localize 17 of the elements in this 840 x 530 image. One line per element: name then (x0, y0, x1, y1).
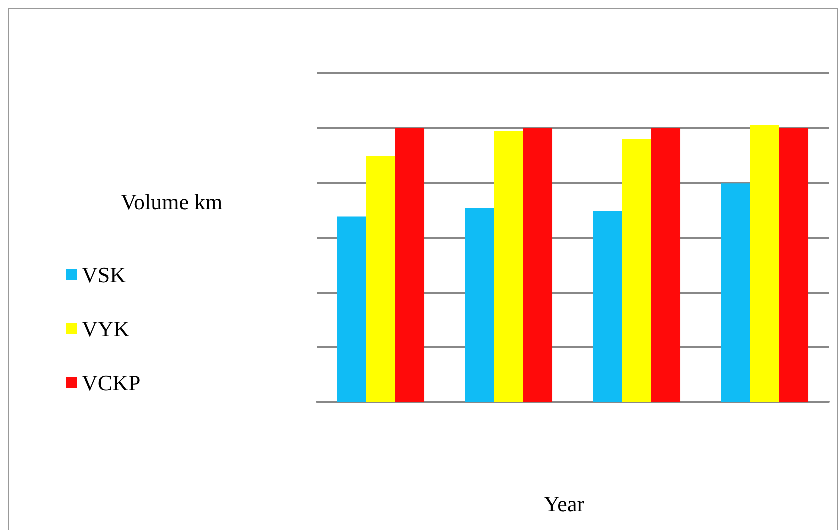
bar (622, 139, 652, 402)
bar (652, 128, 681, 402)
bar (750, 126, 780, 402)
legend-label: VCKP (82, 370, 141, 396)
x-axis-title: Year (544, 492, 586, 516)
bar (494, 131, 524, 402)
bar (465, 208, 494, 402)
legend-label: VSK (82, 262, 126, 288)
bar (524, 128, 553, 402)
bar (337, 216, 366, 402)
legend-label: VYK (82, 316, 130, 342)
y-axis-title: Volume km (121, 190, 223, 214)
bar (593, 211, 622, 402)
bar (396, 128, 425, 402)
bar (366, 156, 396, 402)
bar (721, 184, 750, 402)
bar (780, 128, 809, 402)
